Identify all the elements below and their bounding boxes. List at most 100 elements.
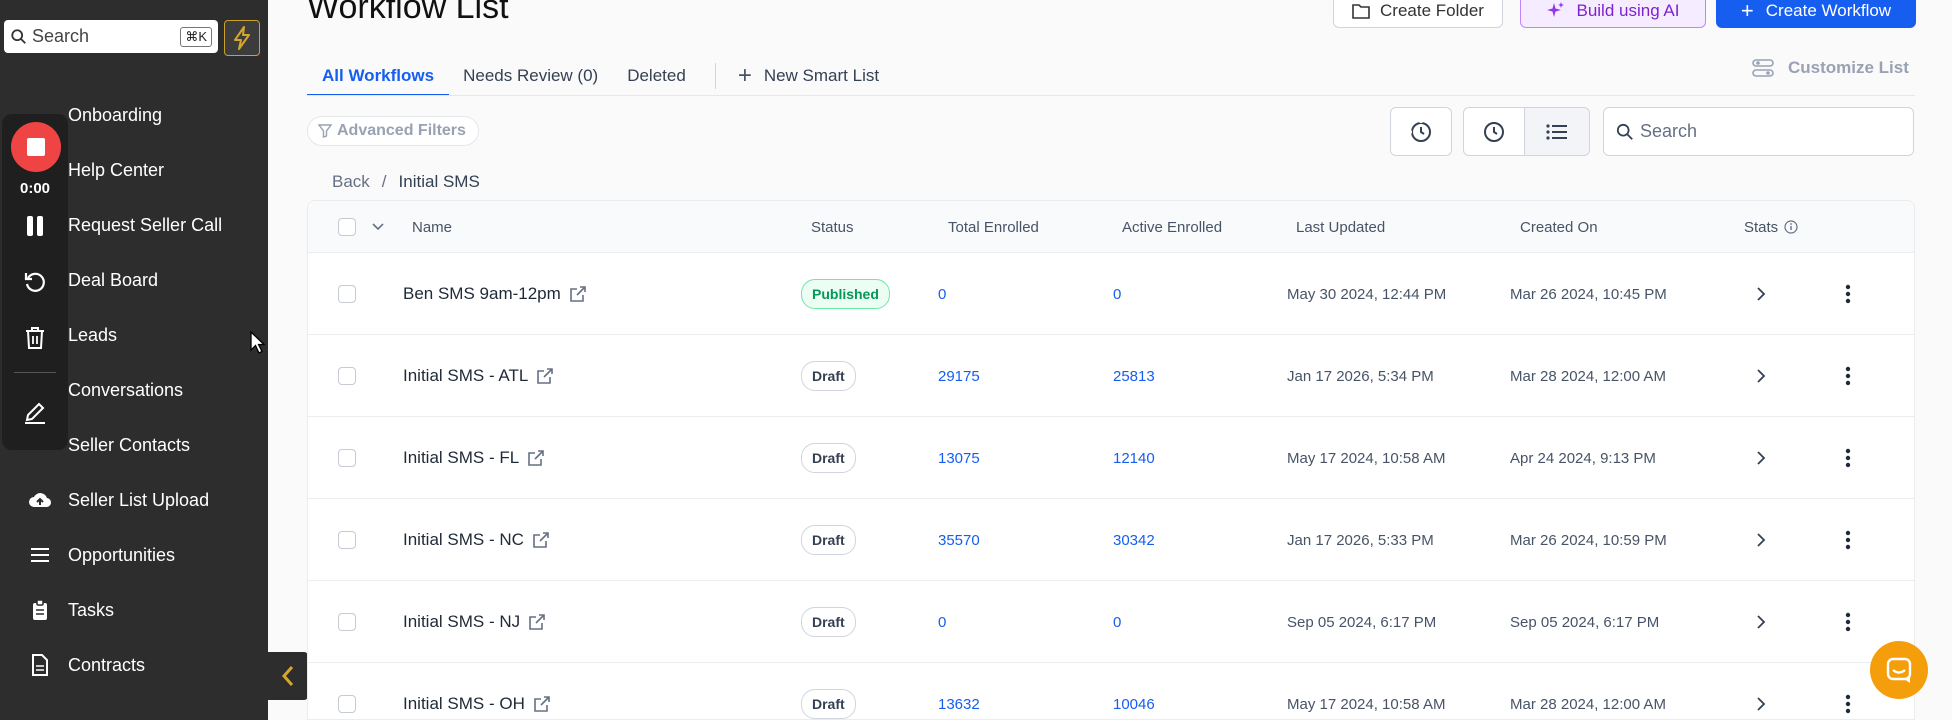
external-link-icon[interactable] [532, 531, 550, 549]
column-header-last-updated[interactable]: Last Updated [1296, 218, 1386, 236]
sidebar-item-conversations[interactable]: Conversations [28, 375, 264, 405]
info-icon [1784, 220, 1798, 234]
row-actions-button[interactable] [1845, 499, 1851, 581]
annotate-button[interactable] [21, 398, 49, 426]
breadcrumb-back[interactable]: Back [332, 172, 370, 191]
stop-recording-button[interactable] [11, 122, 61, 172]
external-link-icon[interactable] [569, 285, 587, 303]
row-checkbox[interactable] [338, 581, 356, 663]
row-actions-button[interactable] [1845, 663, 1851, 719]
row-actions-button[interactable] [1845, 417, 1851, 499]
history-button[interactable] [1390, 107, 1452, 156]
delete-recording-button[interactable] [21, 324, 49, 352]
sidebar-item-tasks[interactable]: Tasks [28, 595, 264, 625]
row-checkbox[interactable] [338, 499, 356, 581]
active-enrolled-link[interactable]: 10046 [1113, 695, 1155, 713]
workflow-name-cell[interactable]: Initial SMS - OH [403, 663, 551, 719]
row-actions-button[interactable] [1845, 581, 1851, 663]
sidebar-item-deal-board[interactable]: Deal Board [28, 265, 264, 295]
external-link-icon[interactable] [528, 613, 546, 631]
select-dropdown-button[interactable] [372, 201, 384, 253]
external-link-icon[interactable] [533, 695, 551, 713]
workflow-name[interactable]: Initial SMS - NJ [403, 612, 521, 631]
customize-list-button[interactable]: Customize List [1752, 58, 1909, 78]
tab-needs-review[interactable]: Needs Review (0) [463, 66, 599, 85]
create-folder-button[interactable]: Create Folder [1333, 0, 1503, 28]
table-row[interactable]: Initial SMS - NJ Draft 0 0 Sep 05 2024, … [308, 581, 1914, 663]
column-header-name[interactable]: Name [412, 218, 453, 236]
workflow-search-input[interactable]: Search [1603, 107, 1914, 156]
workflow-name-cell[interactable]: Initial SMS - NC [403, 499, 550, 581]
active-enrolled-link[interactable]: 0 [1113, 285, 1122, 303]
build-using-ai-button[interactable]: Build using AI [1520, 0, 1706, 28]
row-checkbox[interactable] [338, 335, 356, 417]
create-workflow-button[interactable]: + Create Workflow [1716, 0, 1916, 28]
stats-expand-button[interactable] [1756, 499, 1766, 581]
sidebar-item-onboarding[interactable]: Onboarding [28, 100, 264, 130]
select-all-checkbox[interactable] [338, 201, 356, 253]
cloud-upload-icon [28, 488, 52, 512]
external-link-icon[interactable] [527, 449, 545, 467]
row-checkbox[interactable] [338, 417, 356, 499]
collapse-sidebar-button[interactable] [268, 652, 308, 700]
stats-expand-button[interactable] [1756, 335, 1766, 417]
sidebar-item-leads[interactable]: Leads [28, 320, 264, 350]
total-enrolled-link[interactable]: 0 [938, 613, 947, 631]
pause-button[interactable] [21, 212, 49, 240]
workflow-name-cell[interactable]: Ben SMS 9am-12pm [403, 253, 587, 335]
column-header-created-on[interactable]: Created On [1520, 218, 1598, 236]
total-enrolled-link[interactable]: 29175 [938, 367, 980, 385]
recent-view-button[interactable] [1463, 107, 1525, 156]
new-smart-list-button[interactable]: + New Smart List [738, 64, 879, 88]
sidebar-item-request-seller-call[interactable]: Request Seller Call [28, 210, 264, 240]
row-checkbox[interactable] [338, 253, 356, 335]
column-header-stats[interactable]: Stats [1744, 201, 1798, 253]
list-view-button[interactable] [1524, 107, 1590, 156]
workflow-name[interactable]: Initial SMS - NC [403, 530, 524, 549]
sidebar-item-opportunities[interactable]: Opportunities [28, 540, 264, 570]
restart-button[interactable] [21, 268, 49, 296]
list-icon [28, 543, 52, 567]
active-enrolled-link[interactable]: 12140 [1113, 449, 1155, 467]
total-enrolled-link[interactable]: 13632 [938, 695, 980, 713]
sidebar-item-contracts[interactable]: Contracts [28, 650, 264, 680]
active-enrolled-link[interactable]: 30342 [1113, 531, 1155, 549]
column-header-active-enrolled[interactable]: Active Enrolled [1122, 218, 1223, 236]
table-row[interactable]: Ben SMS 9am-12pm Published 0 0 May 30 20… [308, 253, 1914, 335]
advanced-filters-button[interactable]: Advanced Filters [307, 116, 479, 146]
workflow-name[interactable]: Initial SMS - OH [403, 694, 525, 713]
sidebar-search[interactable]: Search ⌘K [4, 20, 218, 53]
row-actions-button[interactable] [1845, 335, 1851, 417]
sidebar-item-help-center[interactable]: Help Center [28, 155, 264, 185]
table-row[interactable]: Initial SMS - FL Draft 13075 12140 May 1… [308, 417, 1914, 499]
workflow-name-cell[interactable]: Initial SMS - NJ [403, 581, 546, 663]
row-checkbox[interactable] [338, 663, 356, 719]
total-enrolled-link[interactable]: 35570 [938, 531, 980, 549]
row-actions-button[interactable] [1845, 253, 1851, 335]
stats-expand-button[interactable] [1756, 417, 1766, 499]
stats-expand-button[interactable] [1756, 663, 1766, 719]
workflow-name[interactable]: Ben SMS 9am-12pm [403, 284, 561, 303]
active-enrolled-link[interactable]: 0 [1113, 613, 1122, 631]
table-row[interactable]: Initial SMS - ATL Draft 29175 25813 Jan … [308, 335, 1914, 417]
workflow-name[interactable]: Initial SMS - FL [403, 448, 520, 467]
support-chat-button[interactable] [1870, 641, 1928, 699]
total-enrolled-link[interactable]: 0 [938, 285, 947, 303]
sidebar-item-seller-list-upload[interactable]: Seller List Upload [28, 485, 264, 515]
active-enrolled-link[interactable]: 25813 [1113, 367, 1155, 385]
table-row[interactable]: Initial SMS - NC Draft 35570 30342 Jan 1… [308, 499, 1914, 581]
quick-action-button[interactable] [224, 20, 260, 56]
column-header-status[interactable]: Status [811, 218, 854, 236]
stats-expand-button[interactable] [1756, 581, 1766, 663]
total-enrolled-link[interactable]: 13075 [938, 449, 980, 467]
tab-all-workflows[interactable]: All Workflows [306, 56, 450, 96]
workflow-name-cell[interactable]: Initial SMS - FL [403, 417, 545, 499]
sidebar-item-seller-contacts[interactable]: Seller Contacts [28, 430, 264, 460]
tab-deleted[interactable]: Deleted [627, 66, 686, 85]
column-header-total-enrolled[interactable]: Total Enrolled [948, 218, 1039, 236]
workflow-name[interactable]: Initial SMS - ATL [403, 366, 529, 385]
stats-expand-button[interactable] [1756, 253, 1766, 335]
workflow-name-cell[interactable]: Initial SMS - ATL [403, 335, 554, 417]
table-row[interactable]: Initial SMS - OH Draft 13632 10046 May 1… [308, 663, 1914, 719]
external-link-icon[interactable] [536, 367, 554, 385]
